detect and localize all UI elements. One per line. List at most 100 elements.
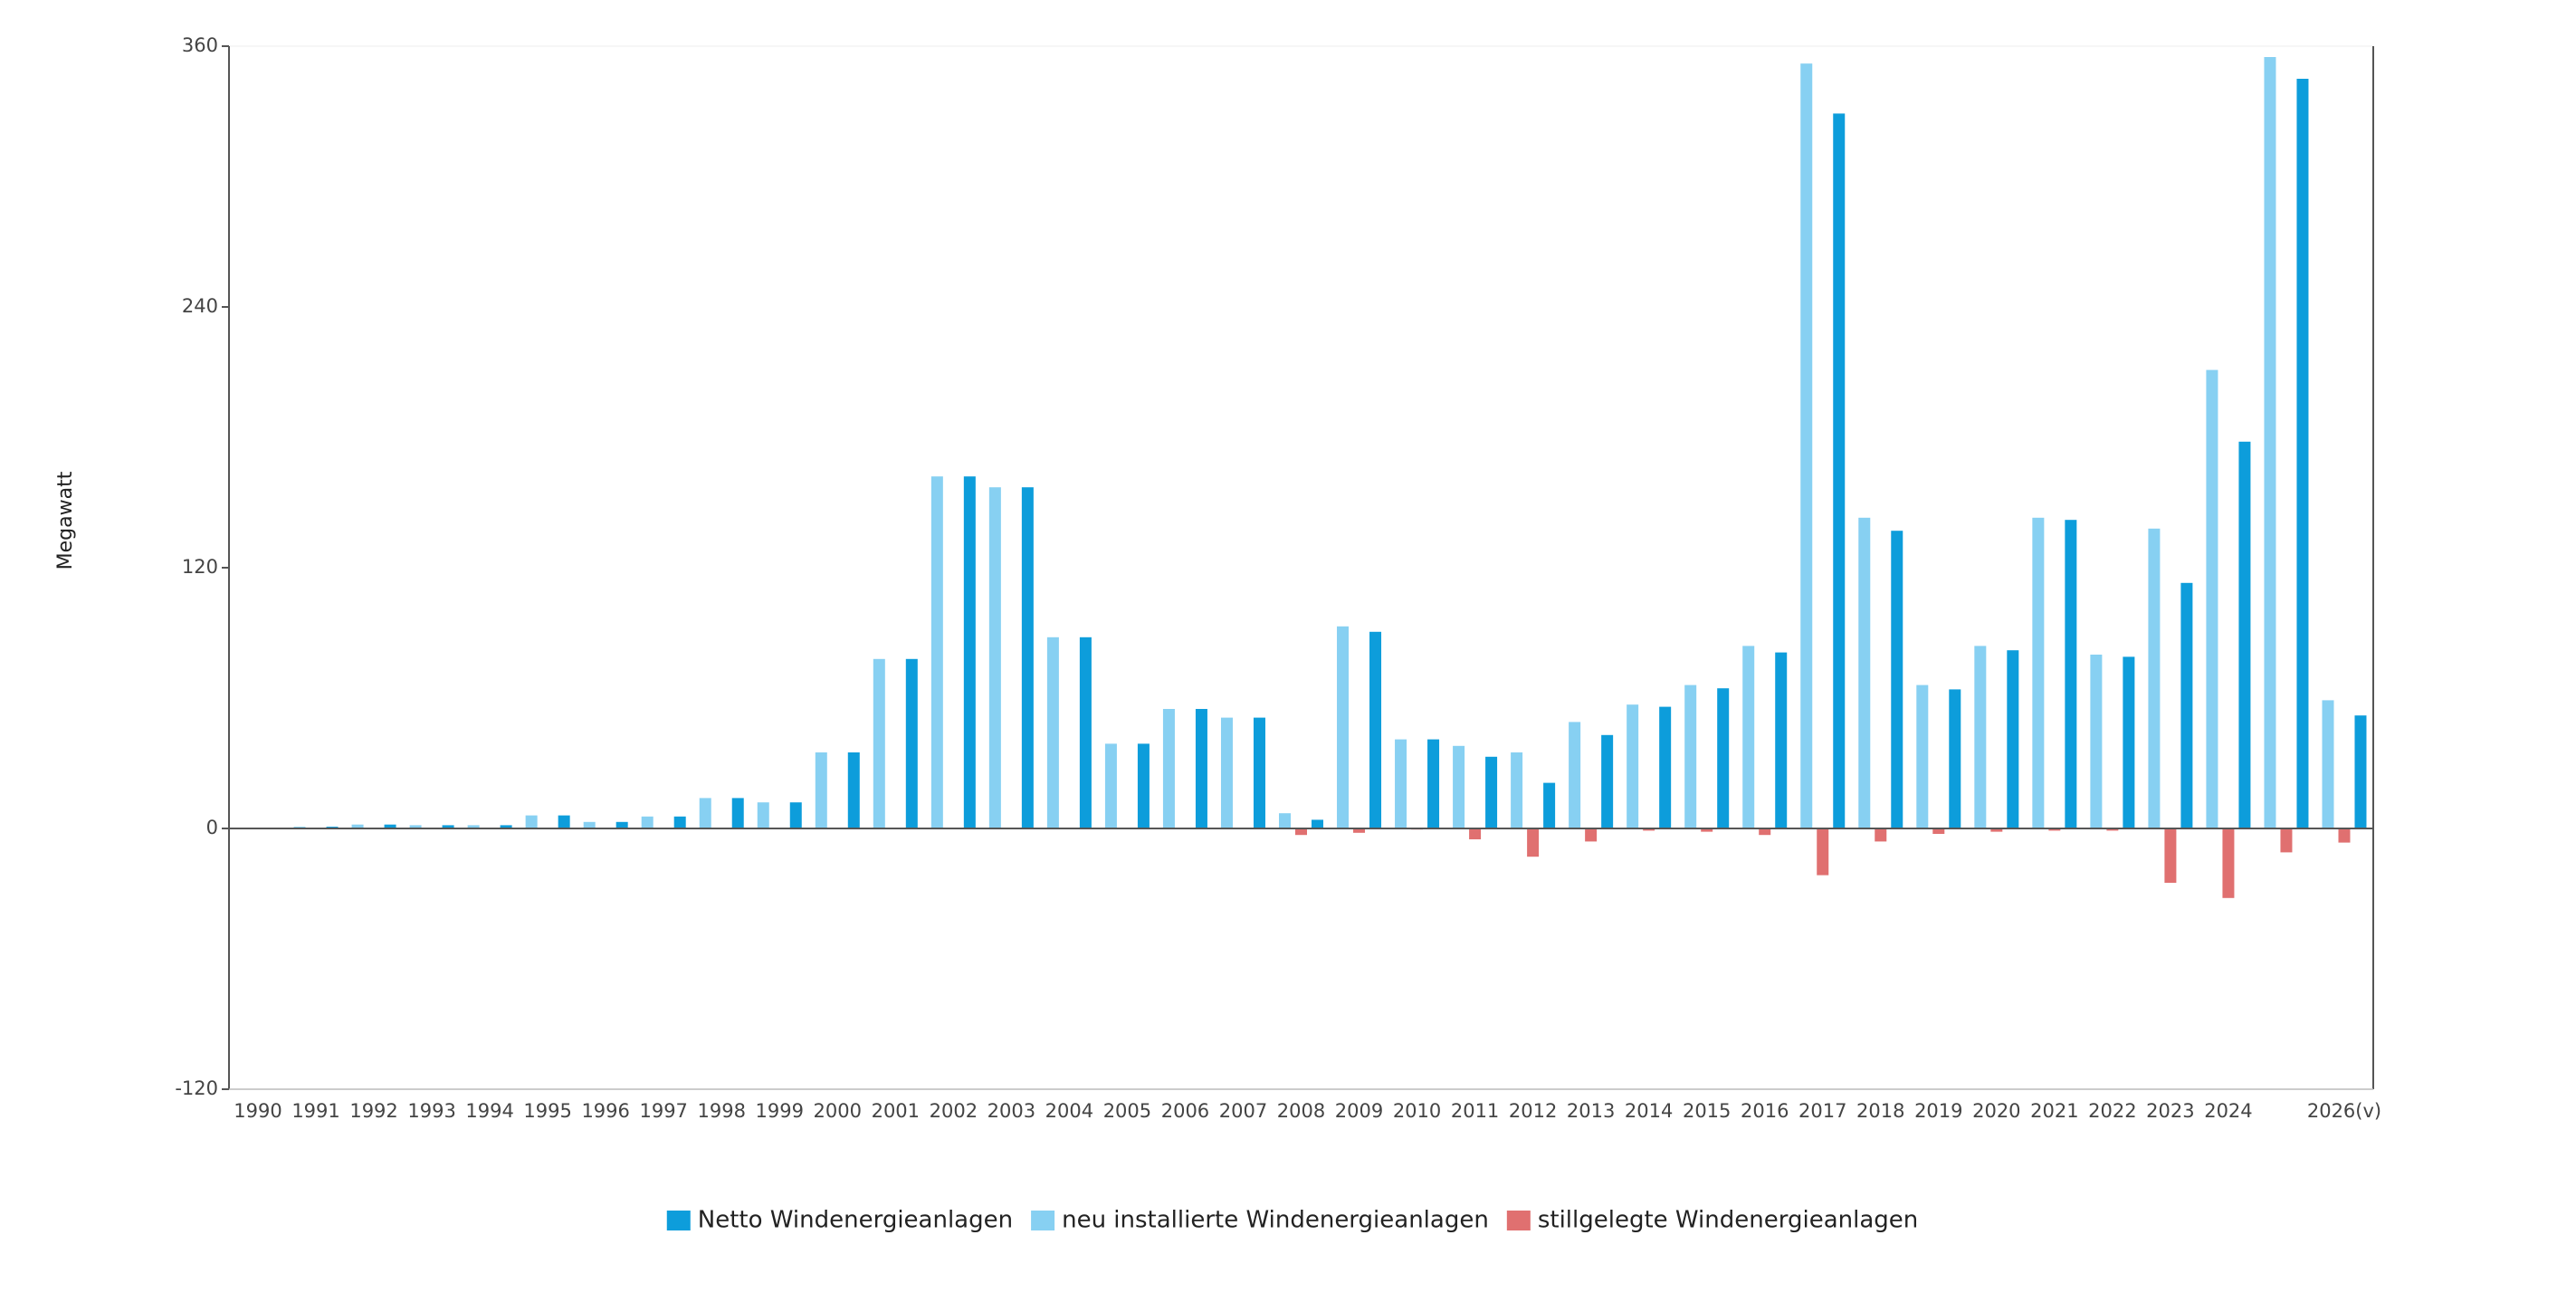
x-tick-label: 1994 bbox=[465, 1100, 513, 1122]
bar bbox=[1527, 828, 1540, 857]
bar bbox=[2148, 528, 2161, 828]
bar bbox=[1949, 689, 1961, 828]
legend-swatch bbox=[1031, 1211, 1055, 1230]
bar bbox=[409, 825, 422, 828]
x-tick-label: 2023 bbox=[2146, 1100, 2194, 1122]
bar bbox=[1295, 828, 1307, 836]
bar bbox=[2338, 828, 2351, 843]
x-tick-label: 2005 bbox=[1103, 1100, 1151, 1122]
bar bbox=[351, 824, 364, 828]
x-tick-label: 2000 bbox=[814, 1100, 862, 1122]
x-tick-label: 1993 bbox=[407, 1100, 455, 1122]
bar bbox=[1932, 828, 1945, 834]
bar bbox=[1659, 706, 1672, 828]
bar bbox=[1759, 828, 1771, 836]
x-tick-label: 1991 bbox=[291, 1100, 339, 1122]
legend-label: Netto Windenergieanlagen bbox=[698, 1207, 1013, 1234]
bar bbox=[1337, 626, 1350, 828]
bar bbox=[699, 798, 711, 828]
x-tick-label: 2014 bbox=[1625, 1100, 1673, 1122]
bar bbox=[847, 752, 860, 828]
bar bbox=[2164, 828, 2177, 883]
bar bbox=[2222, 828, 2235, 898]
bar bbox=[2123, 656, 2135, 828]
bar bbox=[988, 487, 1001, 828]
bar bbox=[1875, 828, 1887, 842]
x-tick-label: 2003 bbox=[987, 1100, 1035, 1122]
bar bbox=[1137, 743, 1150, 828]
bar bbox=[757, 802, 769, 828]
bar bbox=[583, 821, 596, 828]
bar bbox=[789, 802, 802, 828]
x-tick-label: 2022 bbox=[2088, 1100, 2136, 1122]
x-tick-label: 1995 bbox=[523, 1100, 571, 1122]
bar bbox=[2007, 650, 2019, 828]
bar bbox=[1916, 685, 1929, 828]
bar bbox=[1974, 646, 1987, 828]
bar bbox=[1891, 531, 1903, 828]
bar bbox=[1220, 717, 1233, 828]
bar bbox=[2106, 828, 2119, 831]
bar bbox=[2065, 520, 2077, 828]
bar bbox=[641, 816, 654, 828]
bar bbox=[1684, 685, 1697, 828]
bar bbox=[1990, 828, 2003, 832]
x-tick-label: 2018 bbox=[1856, 1100, 1904, 1122]
bar bbox=[1427, 739, 1440, 828]
bar bbox=[500, 825, 512, 828]
bar bbox=[905, 658, 918, 828]
bar bbox=[963, 476, 976, 828]
bar bbox=[384, 824, 396, 828]
bar bbox=[615, 821, 628, 828]
x-tick-label: 2006 bbox=[1161, 1100, 1209, 1122]
bar bbox=[1717, 688, 1730, 828]
bar bbox=[1543, 782, 1556, 828]
x-tick-label: 2007 bbox=[1219, 1100, 1267, 1122]
bar bbox=[2264, 57, 2276, 828]
x-tick-label: 1997 bbox=[639, 1100, 687, 1122]
bar bbox=[673, 816, 686, 828]
x-tick-label: 2024 bbox=[2204, 1100, 2252, 1122]
x-tick-label: 2016 bbox=[1741, 1100, 1789, 1122]
bar bbox=[1627, 704, 1639, 828]
bar bbox=[1511, 752, 1523, 828]
bar bbox=[2206, 369, 2218, 828]
x-tick-label: 2013 bbox=[1567, 1100, 1615, 1122]
bar bbox=[2180, 582, 2193, 828]
y-axis-label: Megawatt bbox=[54, 471, 77, 570]
bar bbox=[2048, 828, 2061, 831]
bar bbox=[1485, 756, 1498, 828]
bar bbox=[2090, 655, 2103, 828]
bar bbox=[1453, 745, 1465, 828]
x-tick-label: 1990 bbox=[234, 1100, 281, 1122]
bar bbox=[1775, 652, 1788, 828]
bar bbox=[2354, 715, 2367, 828]
x-tick-label: 2011 bbox=[1451, 1100, 1499, 1122]
bar bbox=[1253, 717, 1265, 828]
legend-label: neu installierte Windenergieanlagen bbox=[1062, 1207, 1489, 1234]
legend-swatch bbox=[666, 1211, 691, 1230]
x-tick-label: 2017 bbox=[1798, 1100, 1846, 1122]
bar bbox=[930, 476, 943, 828]
y-tick-label: 120 bbox=[182, 556, 218, 578]
bar bbox=[1104, 743, 1117, 828]
bar bbox=[1353, 828, 1366, 833]
bar bbox=[731, 798, 744, 828]
x-tick-label: 2008 bbox=[1277, 1100, 1325, 1122]
x-tick-label: 2009 bbox=[1335, 1100, 1383, 1122]
bar bbox=[558, 815, 570, 828]
bar bbox=[1800, 63, 1813, 828]
bar bbox=[1742, 646, 1755, 828]
x-tick-label: 2015 bbox=[1683, 1100, 1731, 1122]
bar bbox=[1195, 709, 1207, 828]
x-tick-label: 2010 bbox=[1393, 1100, 1441, 1122]
x-tick-label: 2001 bbox=[872, 1100, 920, 1122]
y-tick-label: 0 bbox=[206, 817, 218, 838]
bar bbox=[442, 825, 454, 828]
bar bbox=[1601, 734, 1614, 828]
bar bbox=[815, 752, 827, 828]
x-tick-label: 2012 bbox=[1509, 1100, 1557, 1122]
bar bbox=[1858, 517, 1871, 828]
y-tick-label: 240 bbox=[182, 295, 218, 317]
